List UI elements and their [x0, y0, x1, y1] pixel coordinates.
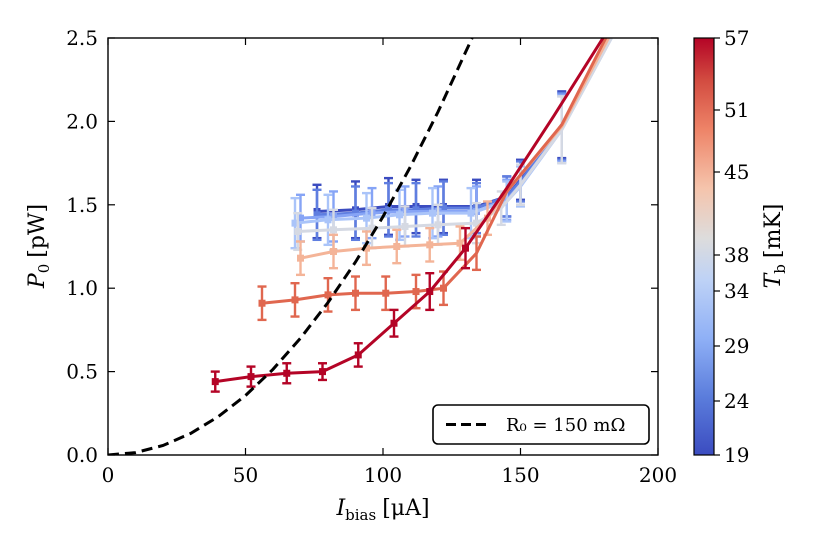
colorbar-label-sub: b	[771, 264, 789, 274]
data-point	[283, 369, 291, 377]
series-57mK	[210, 38, 605, 393]
colorbar-ticks: 19 24 29 34 38 45 51 57	[714, 26, 749, 467]
legend-label: R₀ = 150 mΩ	[506, 415, 625, 436]
data-point	[385, 206, 392, 214]
y-axis-label-main: P	[25, 272, 50, 289]
y-axis-label: P0 [pW]	[25, 204, 53, 289]
data-point	[434, 221, 442, 229]
series-line	[294, 38, 613, 225]
colorbar-tick-label: 34	[724, 279, 749, 303]
x-tick-label: 50	[233, 463, 258, 487]
data-point	[363, 244, 370, 252]
data-point	[297, 214, 304, 222]
data-point	[211, 378, 219, 386]
colorbar-tick-label: 19	[724, 443, 749, 467]
data-point	[440, 284, 447, 292]
series-line	[297, 38, 613, 233]
colorbar-gradient	[693, 37, 715, 456]
x-axis-label: Ibias [μA]	[335, 496, 429, 524]
x-axis-label-main: I	[335, 496, 346, 521]
colorbar-tick-label: 45	[724, 160, 749, 184]
y-axis-label-unit: [pW]	[25, 204, 50, 258]
data-point	[258, 299, 266, 307]
x-axis-label-sub: bias	[345, 506, 376, 524]
plot-area: 0 50 100 150 200 0.0 0.5 1.0 1.5 2.0 2.5	[66, 26, 677, 487]
y-tick-label: 0.0	[66, 443, 98, 467]
data-point	[291, 219, 299, 227]
y-tick-label: 1.0	[66, 276, 98, 300]
data-point	[291, 296, 299, 304]
reference-layer	[108, 38, 474, 455]
data-point	[426, 241, 434, 249]
colorbar-tick-label: 29	[724, 334, 749, 358]
y-axis: 0.0 0.5 1.0 1.5 2.0 2.5	[66, 26, 658, 467]
data-point	[247, 373, 255, 381]
data-point	[456, 239, 464, 247]
data-point	[330, 248, 337, 256]
data-point	[330, 226, 337, 234]
data-point	[363, 214, 370, 222]
data-point	[412, 288, 420, 296]
data-point	[426, 288, 434, 296]
x-axis-label-unit: [μA]	[382, 496, 429, 521]
series-line	[261, 38, 608, 305]
x-tick-label: 150	[501, 463, 539, 487]
data-point	[467, 209, 475, 217]
y-axis-label-sub: 0	[35, 264, 53, 274]
series-38mK	[293, 38, 613, 252]
colorbar-tick-label: 57	[724, 26, 749, 50]
y-tick-label: 0.5	[66, 360, 98, 384]
data-point	[324, 291, 332, 299]
series-line	[300, 38, 613, 220]
data-point	[440, 204, 447, 212]
data-point	[324, 216, 332, 224]
x-tick-label: 100	[364, 463, 402, 487]
data-point	[429, 209, 436, 217]
x-tick-label: 200	[639, 463, 677, 487]
colorbar-label: Tb [mK]	[761, 204, 789, 289]
reference-curve	[108, 38, 474, 455]
y-tick-label: 2.0	[66, 109, 98, 133]
data-point	[412, 206, 420, 214]
colorbar-tick-label: 38	[724, 243, 749, 267]
colorbar-tick-label: 51	[724, 98, 749, 122]
x-tick-label: 0	[102, 463, 115, 487]
x-axis: 0 50 100 150 200	[102, 38, 677, 487]
legend-box	[432, 404, 650, 445]
y-tick-label: 1.5	[66, 193, 98, 217]
data-point	[382, 289, 390, 297]
legend: R₀ = 150 mΩ	[432, 404, 650, 445]
data-point	[473, 219, 480, 227]
data-point	[396, 211, 403, 219]
colorbar-tick-label: 24	[724, 389, 749, 413]
data-point	[401, 222, 409, 230]
data-point	[319, 368, 326, 376]
data-point	[393, 243, 401, 250]
series-51mK	[257, 38, 608, 322]
data-point	[368, 224, 376, 232]
y-tick-label: 2.5	[66, 26, 98, 50]
data-point	[297, 254, 304, 262]
data-point	[313, 211, 321, 219]
series-layer	[210, 38, 613, 393]
data-point	[462, 244, 469, 252]
data-point	[352, 289, 359, 297]
colorbar-label-unit: [mK]	[761, 204, 786, 258]
colorbar-label-main: T	[761, 271, 786, 288]
data-point	[294, 227, 302, 235]
data-point	[390, 319, 398, 327]
colorbar: 19 24 29 34 38 45 51 57 Tb [mK]	[693, 26, 789, 467]
data-point	[354, 351, 362, 359]
